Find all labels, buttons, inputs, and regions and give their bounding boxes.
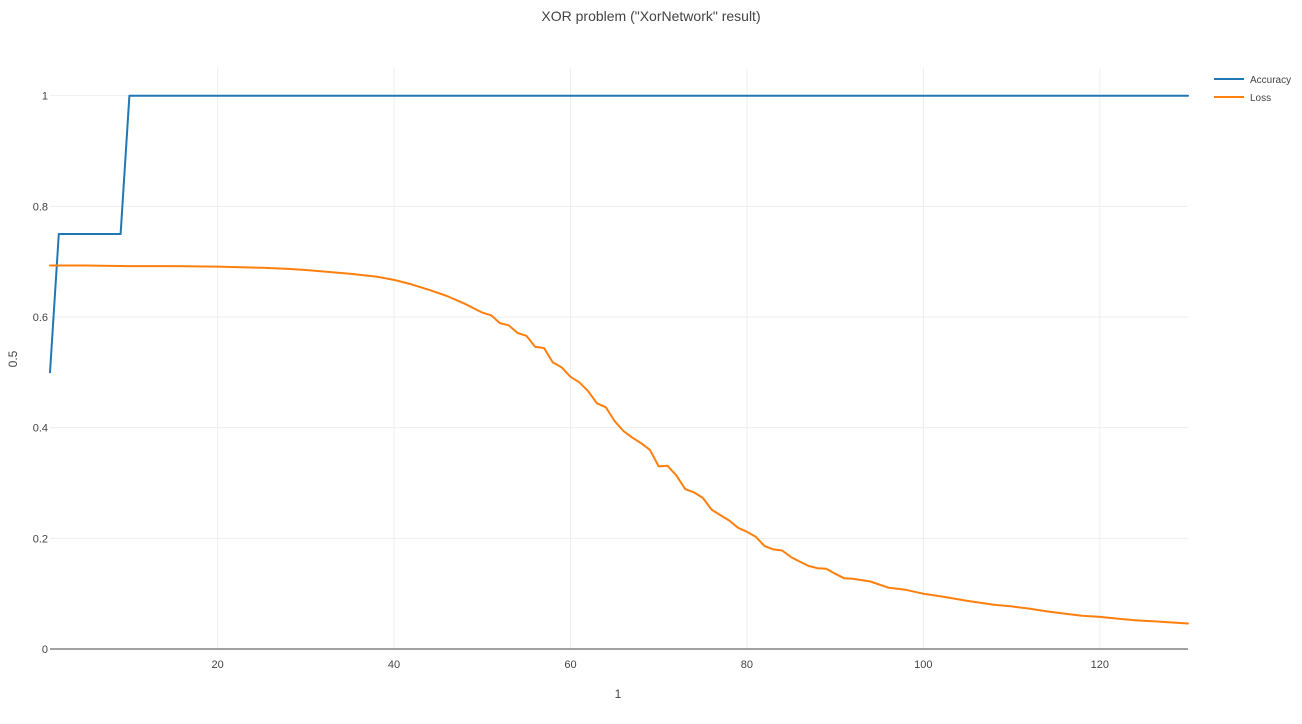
x-tick-label: 40 <box>388 659 400 671</box>
axes: 20 40 60 80 100 120 0 0.2 0.4 0.6 0.8 1 <box>33 91 1188 671</box>
legend-item-accuracy[interactable]: Accuracy <box>1214 75 1291 86</box>
chart-title: XOR problem ("XorNetwork" result) <box>541 8 760 24</box>
x-tick-label: 80 <box>741 659 753 671</box>
legend-item-loss[interactable]: Loss <box>1214 93 1271 104</box>
x-tick-label: 60 <box>564 659 576 671</box>
x-axis-title: 1 <box>615 687 622 701</box>
grid <box>50 68 1188 649</box>
y-tick-label: 1 <box>42 91 48 103</box>
plot-area <box>49 94 1189 625</box>
y-tick-label: 0.8 <box>33 201 48 213</box>
y-axis-title: 0.5 <box>6 350 20 367</box>
series-line-accuracy[interactable] <box>49 94 1189 374</box>
y-tick-label: 0.4 <box>33 423 48 435</box>
legend[interactable]: Accuracy Loss <box>1214 75 1291 104</box>
legend-label: Accuracy <box>1250 75 1291 86</box>
legend-label: Loss <box>1250 93 1271 104</box>
series-line-loss[interactable] <box>49 264 1189 625</box>
y-tick-label: 0 <box>42 644 48 656</box>
x-tick-label: 100 <box>914 659 932 671</box>
y-tick-label: 0.6 <box>33 312 48 324</box>
x-tick-label: 120 <box>1091 659 1109 671</box>
x-tick-label: 20 <box>211 659 223 671</box>
y-tick-label: 0.2 <box>33 533 48 545</box>
